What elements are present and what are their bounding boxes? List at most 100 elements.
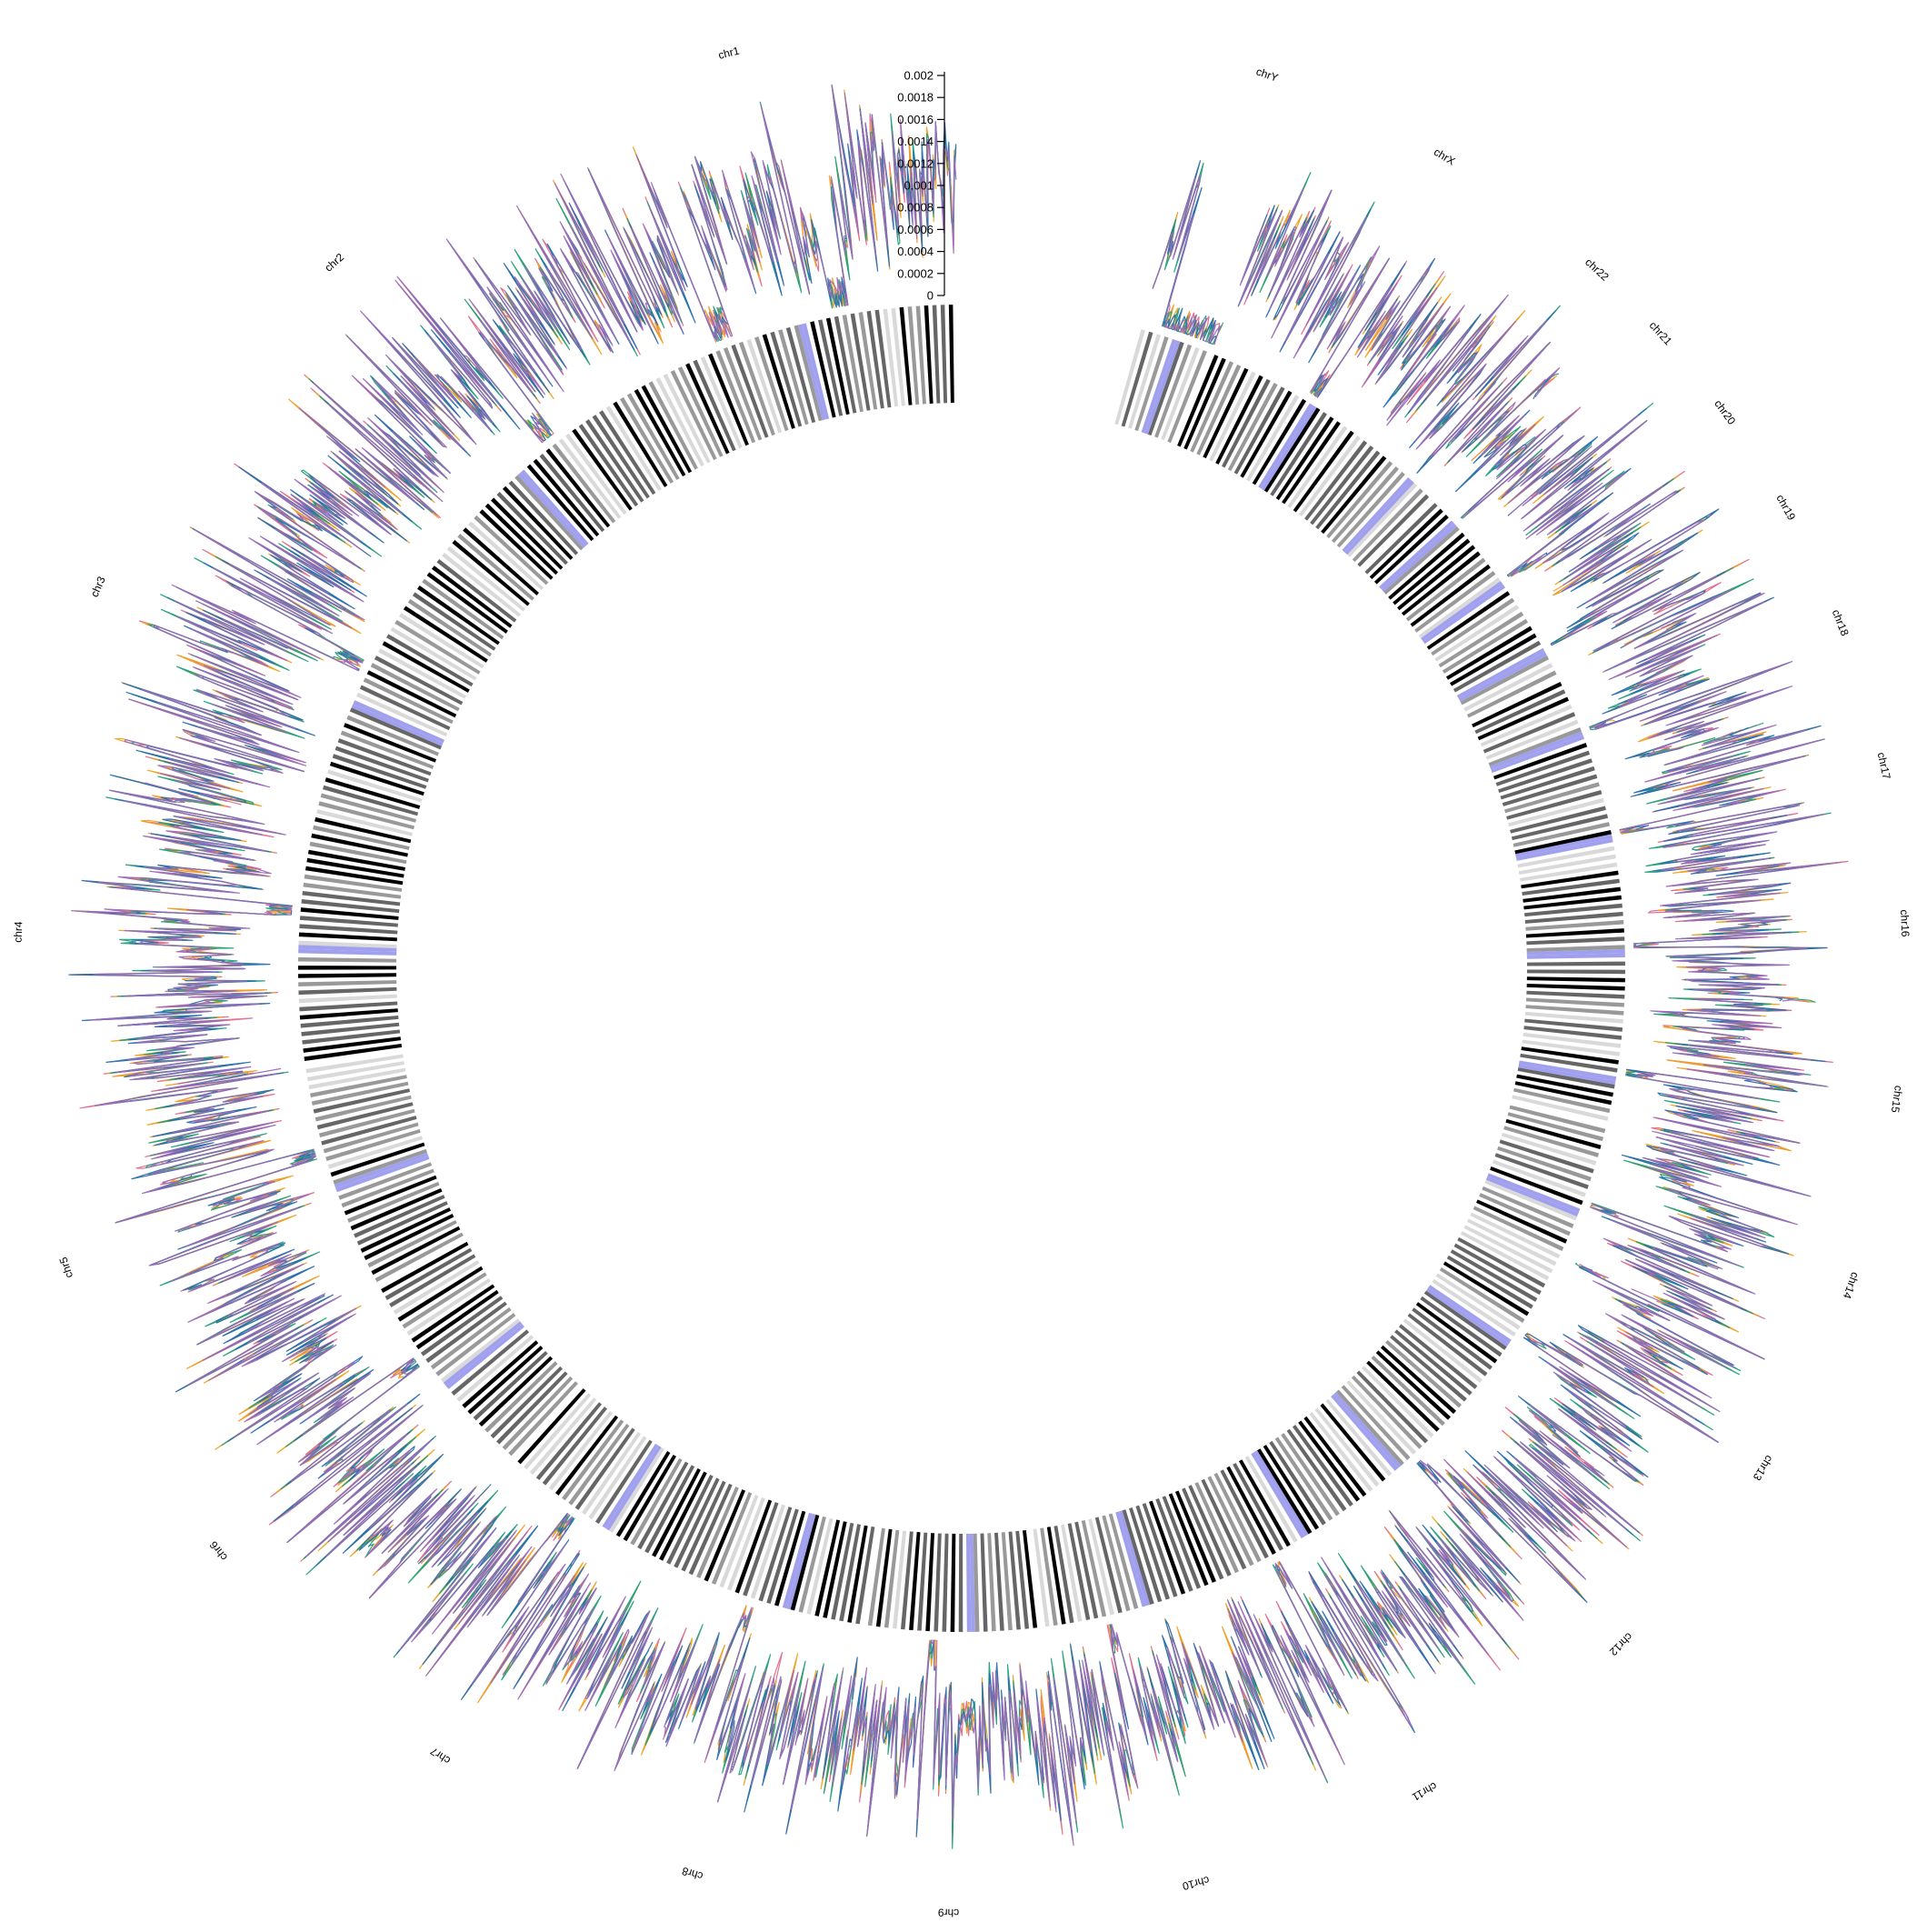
- cytoband-acen: [517, 472, 586, 548]
- cytoband-gpos75: [1453, 640, 1542, 693]
- cytoband-gpos100: [1321, 455, 1387, 535]
- cytoband-gpos50: [552, 443, 616, 524]
- cytoband-acen: [1258, 403, 1313, 489]
- cytoband-gpos25: [524, 1393, 592, 1470]
- cytoband-gpos100: [814, 1519, 841, 1617]
- cytoband-gpos25: [316, 809, 414, 836]
- series-line-sample-5-chr16: [1633, 857, 1842, 1002]
- cytoband-gpos25: [1325, 1398, 1393, 1477]
- cytoband-gpos50: [313, 825, 410, 850]
- cytoband-gpos75: [473, 1350, 548, 1421]
- cytoband-gpos50: [1281, 1433, 1340, 1517]
- cytoband-gpos75: [1506, 789, 1603, 820]
- cytoband-gpos50: [1336, 471, 1405, 548]
- cytoband-gpos50: [1341, 1385, 1411, 1460]
- cytoband-gpos75: [834, 315, 857, 414]
- cytoband-gpos100: [431, 566, 513, 628]
- cytoband-gpos100: [403, 606, 488, 663]
- cytoband-gpos100: [810, 321, 836, 418]
- ideogram-chr11: [1174, 1420, 1361, 1583]
- chromosome-label-chr1: chr1: [717, 45, 741, 62]
- cytoband-gpos75: [1220, 1469, 1269, 1559]
- cytoband-gpos75: [688, 1483, 733, 1576]
- cytoband-gpos50: [315, 1095, 412, 1122]
- cytoband-gpos100: [1203, 367, 1249, 459]
- cytoband-gpos100: [1450, 633, 1537, 686]
- cytoband-gpos75: [337, 738, 432, 776]
- cytoband-gpos75: [731, 344, 769, 438]
- cytoband-gpos25: [719, 1495, 759, 1588]
- chromosome-label-chr5: chr5: [56, 1256, 75, 1280]
- cytoband-gpos75: [1053, 1526, 1074, 1624]
- cytoband-gpos100: [397, 1266, 484, 1322]
- cytoband-gpos50: [1504, 782, 1600, 814]
- cytoband-gpos25: [1033, 1528, 1050, 1627]
- cytoband-gpos75: [743, 1502, 779, 1597]
- cytoband-gpos100: [875, 1528, 893, 1627]
- cytoband-gpos75: [1310, 445, 1374, 526]
- ideogram-chr9: [867, 1527, 1038, 1632]
- cytoband-acen: [298, 948, 397, 956]
- cytoband-gpos50: [1207, 1476, 1254, 1567]
- cytoband-gpos75: [1510, 806, 1606, 834]
- cytoband-gpos75: [1129, 1507, 1163, 1603]
- cytoband-gpos50: [457, 534, 534, 601]
- cytoband-gpos50: [1460, 656, 1550, 706]
- cytoband-gpos75: [299, 916, 398, 927]
- cytoband-gpos50: [798, 1516, 826, 1613]
- cytoband-gpos100: [948, 305, 954, 404]
- cytoband-gpos50: [1371, 1356, 1445, 1426]
- y-axis: 0 0.0002 0.0004 0.0006 0.0008 0.001 0.0012 0.00…: [897, 69, 945, 303]
- cytoband-gpos50: [1154, 344, 1193, 438]
- cytoband-gpos50: [711, 1492, 753, 1585]
- ideogram-chr5: [305, 1054, 464, 1283]
- cytoband-gpos25: [726, 1497, 765, 1591]
- cytoband-gpos50: [311, 1081, 409, 1106]
- cytoband-gpos50: [1513, 822, 1611, 847]
- cytoband-gpos25: [1524, 1011, 1623, 1024]
- cytoband-gpos50: [474, 515, 549, 586]
- series-line-sample-4-chrY: [1152, 160, 1217, 345]
- cytoband-gpos50: [1438, 611, 1524, 668]
- cytoband-acen: [1515, 837, 1613, 861]
- series-line-sample-5-chr12: [1390, 1419, 1638, 1656]
- cytoband-gpos25: [1246, 395, 1300, 482]
- cytoband-gpos75: [917, 1532, 928, 1631]
- cytoband-gpos50: [430, 1306, 512, 1370]
- ideogram-chr15: [1512, 990, 1625, 1121]
- cytoband-gpos75: [389, 1254, 476, 1307]
- cytoband-gpos25: [1346, 1380, 1417, 1455]
- cytoband-gpos50: [1525, 919, 1624, 931]
- cytoband-gpos25: [746, 338, 783, 434]
- cytoband-gpos50: [298, 956, 397, 963]
- cytoband-gpos75: [1423, 1290, 1507, 1350]
- cytoband-gpos100: [382, 641, 470, 693]
- cytoband-gpos100: [330, 1142, 425, 1177]
- cytoband-gpos50: [325, 1128, 421, 1161]
- cytoband-gpos25: [1460, 1231, 1550, 1281]
- cytoband-gpos75: [1015, 1530, 1030, 1629]
- cytoband-gpos50: [915, 305, 926, 405]
- cytoband-gpos25: [1520, 862, 1618, 882]
- cytoband-gpos100: [554, 1415, 619, 1496]
- cytoband-gpos50: [298, 980, 397, 986]
- cytoband-gpos50: [1503, 1126, 1600, 1157]
- cytoband-gpos50: [367, 1219, 457, 1268]
- cytoband-gpos25: [327, 769, 423, 803]
- chromosome-label-chrX: chrX: [1432, 145, 1457, 168]
- cytoband-gpos50: [340, 730, 434, 769]
- cytoband-gpos25: [308, 1067, 406, 1090]
- cytoband-gpos25: [456, 1335, 534, 1402]
- cytoband-gpos25: [1522, 1039, 1621, 1056]
- cytoband-gpos25: [1523, 1032, 1622, 1048]
- cytoband-acen: [353, 700, 445, 744]
- cytoband-gpos75: [770, 331, 803, 427]
- cytoband-gpos25: [1244, 1456, 1298, 1543]
- cytoband-gpos50: [778, 329, 809, 425]
- cytoband-gpos50: [884, 1529, 900, 1628]
- cytoband-gpos100: [1275, 416, 1334, 501]
- y-tick-label: 0.0006: [897, 223, 934, 236]
- cytoband-gpos25: [529, 1397, 597, 1476]
- cytoband-gpos50: [1081, 1520, 1107, 1617]
